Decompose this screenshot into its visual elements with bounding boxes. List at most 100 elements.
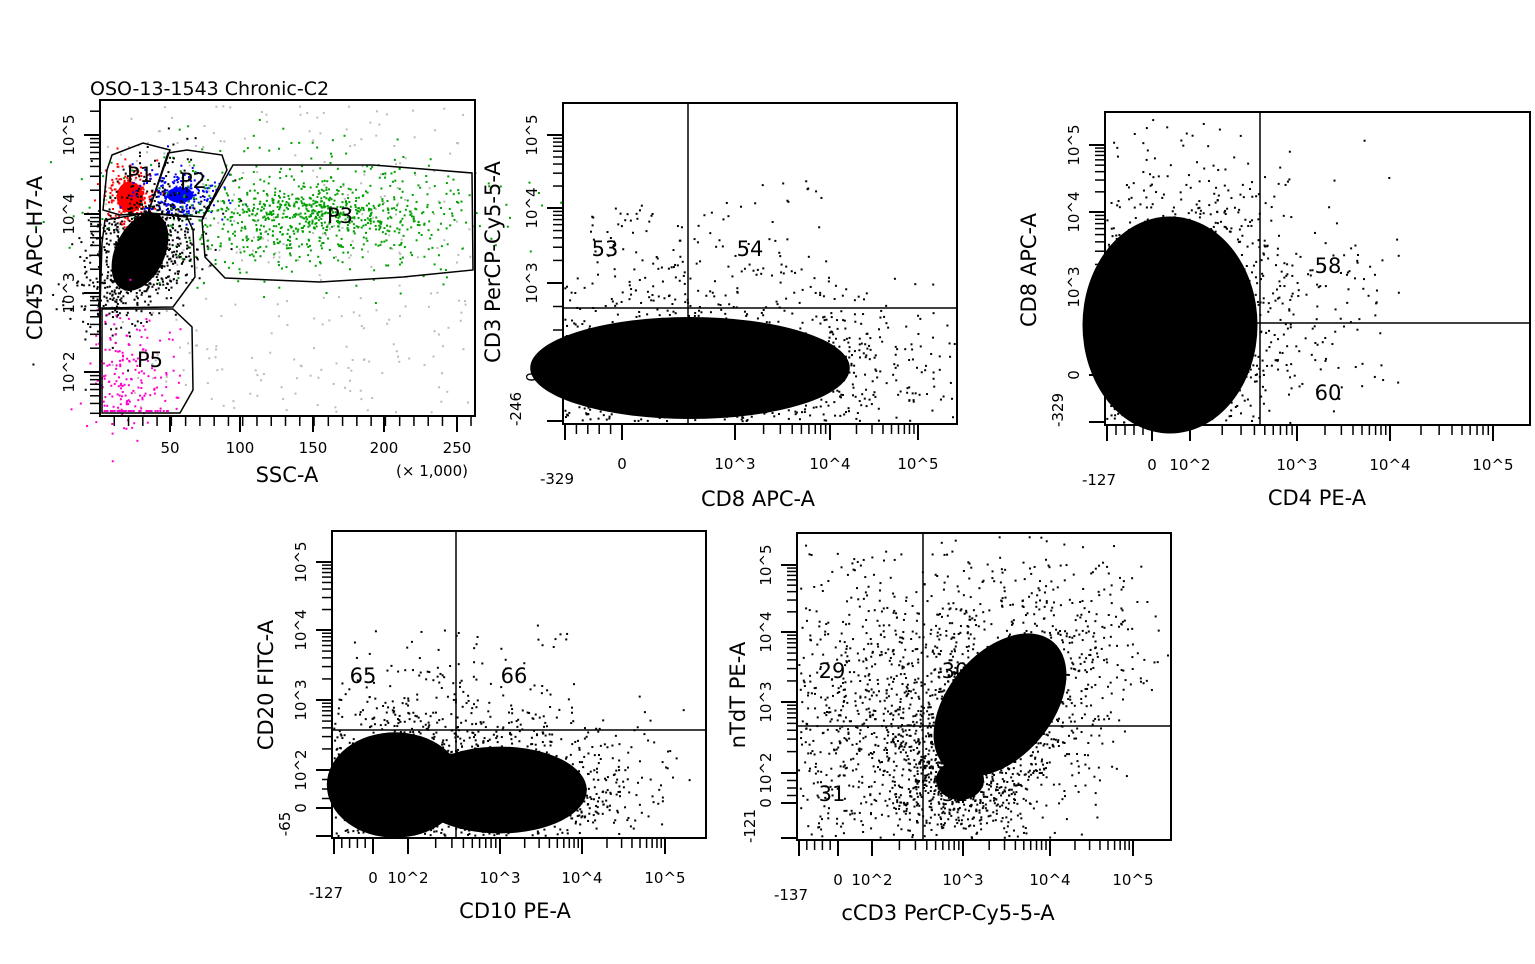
event-dot bbox=[163, 249, 166, 252]
event-dot bbox=[1168, 371, 1171, 374]
event-dot bbox=[362, 236, 365, 239]
event-dot bbox=[932, 312, 935, 315]
event-dot bbox=[632, 395, 635, 398]
event-dot bbox=[366, 222, 369, 225]
event-dot bbox=[713, 367, 716, 370]
event-dot bbox=[632, 231, 635, 234]
event-dot bbox=[171, 161, 174, 164]
event-dot bbox=[932, 336, 935, 339]
event-dot bbox=[129, 250, 132, 253]
event-dot bbox=[80, 305, 83, 308]
event-dot bbox=[252, 203, 255, 206]
event-dot bbox=[447, 175, 450, 178]
event-dot bbox=[184, 233, 187, 236]
gate-p3[interactable] bbox=[201, 164, 474, 283]
event-dot bbox=[338, 222, 341, 225]
event-dot bbox=[669, 339, 672, 342]
event-dot bbox=[121, 413, 124, 416]
event-dot bbox=[267, 239, 270, 242]
event-dot bbox=[830, 354, 833, 357]
event-dot bbox=[612, 245, 615, 248]
event-dot bbox=[452, 193, 455, 196]
event-dot bbox=[149, 249, 152, 252]
event-dot bbox=[652, 299, 655, 302]
gate-p5[interactable] bbox=[101, 308, 194, 414]
event-dot bbox=[212, 189, 215, 192]
event-dot bbox=[1250, 296, 1253, 299]
event-dot bbox=[157, 263, 160, 266]
event-dot bbox=[147, 410, 150, 412]
event-dot bbox=[653, 387, 656, 390]
event-dot bbox=[851, 394, 854, 397]
event-dot bbox=[498, 208, 501, 211]
event-dot bbox=[113, 289, 116, 292]
event-dot bbox=[1224, 327, 1227, 330]
event-dot bbox=[139, 278, 142, 281]
event-dot bbox=[711, 385, 714, 388]
event-dot bbox=[165, 197, 168, 200]
event-dot bbox=[1266, 244, 1269, 247]
event-dot bbox=[1130, 402, 1133, 405]
event-dot bbox=[123, 182, 126, 185]
event-dot bbox=[315, 175, 318, 178]
event-dot bbox=[119, 221, 122, 224]
event-dot bbox=[362, 327, 365, 330]
event-dot bbox=[204, 187, 207, 190]
event-dot bbox=[404, 157, 407, 160]
event-dot bbox=[709, 311, 712, 314]
event-dot bbox=[326, 225, 329, 228]
event-dot bbox=[113, 280, 116, 283]
event-dot bbox=[323, 212, 326, 215]
event-dot bbox=[911, 348, 914, 351]
event-dot bbox=[160, 226, 163, 229]
event-dot bbox=[192, 228, 195, 231]
gate-p4[interactable] bbox=[99, 212, 196, 309]
event-dot bbox=[843, 339, 846, 342]
event-dot bbox=[804, 404, 807, 407]
gate-p1[interactable] bbox=[102, 142, 171, 216]
event-dot bbox=[165, 276, 168, 279]
event-dot bbox=[1289, 298, 1292, 301]
event-dot bbox=[1280, 270, 1283, 273]
event-dot bbox=[111, 189, 114, 192]
event-dot bbox=[130, 117, 133, 120]
event-dot bbox=[697, 346, 700, 349]
event-dot bbox=[1185, 239, 1188, 242]
event-dot bbox=[571, 334, 574, 337]
event-dot bbox=[1223, 402, 1226, 405]
event-dot bbox=[186, 231, 189, 234]
event-dot bbox=[411, 193, 414, 196]
event-dot bbox=[1147, 298, 1150, 301]
event-dot bbox=[315, 185, 318, 188]
event-dot bbox=[1132, 346, 1135, 349]
event-dot bbox=[166, 283, 169, 286]
event-dot bbox=[149, 300, 152, 303]
event-dot bbox=[392, 343, 395, 346]
event-dot bbox=[120, 382, 123, 385]
event-dot bbox=[331, 211, 334, 214]
event-dot bbox=[280, 167, 283, 170]
event-dot bbox=[1145, 196, 1148, 199]
event-dot bbox=[292, 204, 295, 207]
event-dot bbox=[636, 373, 639, 376]
event-dot bbox=[700, 335, 703, 338]
event-dot bbox=[109, 292, 112, 295]
event-dot bbox=[633, 419, 636, 422]
event-dot bbox=[104, 374, 107, 377]
event-dot bbox=[1109, 340, 1112, 343]
event-dot bbox=[432, 213, 435, 216]
event-dot bbox=[154, 261, 157, 264]
event-dot bbox=[1217, 360, 1220, 363]
event-dot bbox=[443, 200, 446, 203]
event-dot bbox=[205, 232, 208, 235]
event-dot bbox=[310, 212, 313, 215]
event-dot bbox=[859, 356, 862, 359]
event-dot bbox=[222, 223, 225, 226]
event-dot bbox=[146, 247, 149, 250]
event-dot bbox=[1193, 263, 1196, 266]
event-dot bbox=[285, 175, 288, 178]
event-dot bbox=[105, 232, 108, 235]
event-dot bbox=[344, 218, 347, 221]
event-dot bbox=[119, 403, 122, 406]
event-dot bbox=[241, 259, 244, 262]
